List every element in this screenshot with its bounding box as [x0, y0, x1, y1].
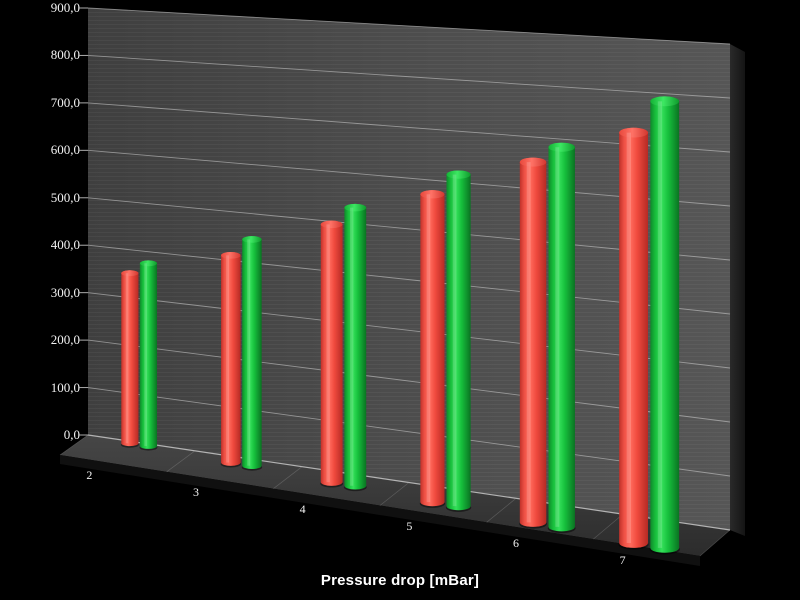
y-axis-tick-labels: 0,0 100,0 200,0 300,0 400,0 500,0 600,0 700,0 80…	[8, 0, 80, 600]
y-axis-tick-label: 900,0	[50, 0, 80, 15]
y-axis-tick-label: 200,0	[50, 332, 80, 348]
y-axis-tick-label: 400,0	[50, 237, 80, 253]
chart-bars	[120, 96, 680, 555]
y-axis-tick-label: 500,0	[50, 189, 80, 205]
y-axis-tick-label: 700,0	[50, 94, 80, 110]
y-axis-tick-label: 800,0	[50, 47, 80, 63]
y-axis-tick-label: 100,0	[50, 379, 80, 395]
y-axis-tick-label: 600,0	[50, 142, 80, 158]
x-axis-tick-label: 5	[406, 518, 413, 533]
y-axis-tick-label: 0,0	[63, 427, 80, 442]
x-axis-tick-label: 3	[193, 485, 199, 500]
x-axis-title: Pressure drop [mBar]	[320, 572, 480, 589]
x-axis-tick-label: 4	[299, 502, 306, 517]
x-axis-tick-label: 6	[513, 535, 519, 550]
y-axis-tick-label: 300,0	[50, 284, 80, 300]
chart-floor-edge	[60, 455, 700, 566]
x-axis-tick-label: 2	[86, 468, 93, 483]
y-axis-title-wrapper: Air flow rate [m³/h]	[30, 0, 31, 600]
chart-wall-right-edge	[730, 44, 745, 536]
x-axis-tick-label: 7	[619, 552, 626, 567]
